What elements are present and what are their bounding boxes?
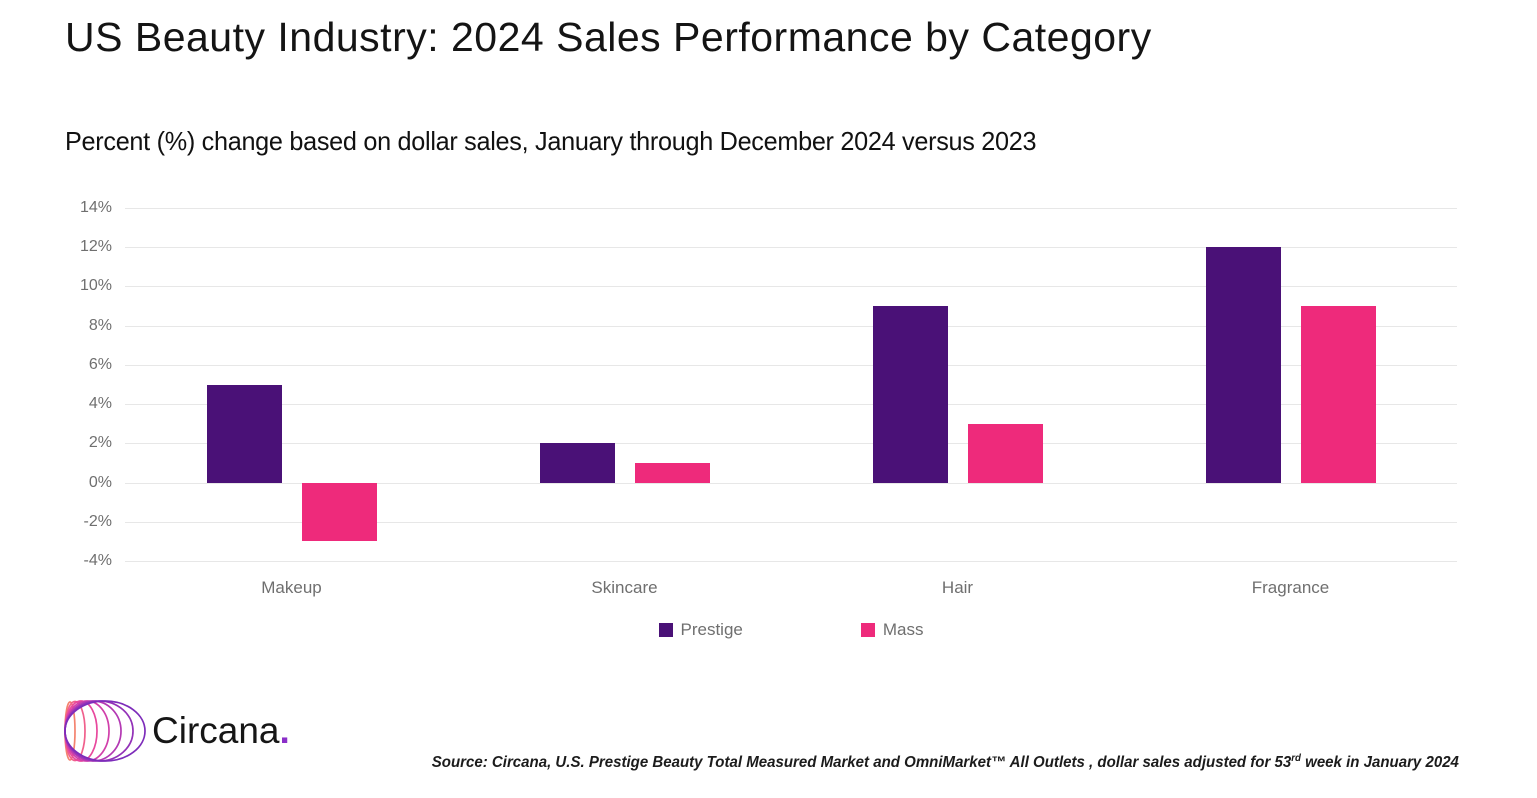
source-superscript: rd bbox=[1291, 753, 1302, 764]
x-category-label: Makeup bbox=[261, 578, 322, 597]
gridline bbox=[125, 247, 1457, 249]
page-title: US Beauty Industry: 2024 Sales Performan… bbox=[65, 14, 1152, 60]
x-category-label: Fragrance bbox=[1251, 578, 1330, 597]
gridline bbox=[125, 364, 1457, 366]
x-category-label: Hair bbox=[941, 578, 974, 597]
legend-item-prestige: Prestige bbox=[658, 620, 743, 640]
x-category-label: Skincare bbox=[591, 578, 658, 597]
legend-swatch-icon bbox=[860, 623, 875, 637]
gridline bbox=[125, 482, 1457, 484]
gridline bbox=[125, 404, 1457, 406]
gridline bbox=[125, 443, 1457, 445]
bar-prestige-fragrance bbox=[1205, 247, 1281, 483]
y-tick-label: 2% bbox=[88, 434, 112, 452]
bar-prestige-skincare bbox=[539, 443, 615, 483]
source-text: Source: Circana, U.S. Prestige Beauty To… bbox=[431, 754, 1292, 772]
legend-label: Prestige bbox=[680, 620, 743, 639]
chart-subtitle: Percent (%) change based on dollar sales… bbox=[65, 126, 1037, 156]
legend-label: Mass bbox=[882, 620, 924, 639]
circana-logo-dot: . bbox=[279, 710, 290, 751]
bar-mass-hair bbox=[967, 423, 1043, 483]
y-tick-label: 10% bbox=[79, 277, 112, 295]
y-tick-label: 0% bbox=[88, 473, 112, 491]
source-note: Source: Circana, U.S. Prestige Beauty To… bbox=[432, 753, 1459, 772]
bar-prestige-makeup bbox=[206, 384, 282, 483]
y-tick-label: 8% bbox=[88, 316, 112, 334]
x-axis-labels: Makeup Skincare Hair Fragrance bbox=[125, 578, 1457, 602]
gridline bbox=[125, 325, 1457, 327]
chart-legend: Prestige Mass bbox=[125, 620, 1457, 640]
gridline bbox=[125, 208, 1457, 209]
y-tick-label: 14% bbox=[79, 199, 112, 216]
y-tick-label: 12% bbox=[79, 238, 112, 256]
gridline bbox=[125, 286, 1457, 288]
plot-area bbox=[125, 208, 1457, 562]
y-axis-labels: 14% 12% 10% 8% 6% 4% 2% 0% -2% -4% bbox=[0, 199, 112, 569]
circana-logo-text: Circana. bbox=[152, 710, 290, 751]
y-tick-label: -4% bbox=[83, 552, 112, 569]
source-text-end: week in January 2024 bbox=[1301, 754, 1459, 772]
circana-logo: Circana. bbox=[62, 698, 290, 764]
gridline bbox=[125, 561, 1457, 562]
y-tick-label: -2% bbox=[83, 512, 112, 530]
legend-item-mass: Mass bbox=[860, 620, 924, 640]
y-tick-label: 4% bbox=[88, 395, 112, 413]
bar-prestige-hair bbox=[872, 306, 948, 483]
circana-globe-icon bbox=[64, 700, 146, 762]
y-tick-label: 6% bbox=[88, 355, 112, 373]
gridline bbox=[125, 521, 1457, 523]
legend-swatch-icon bbox=[658, 623, 673, 637]
bar-mass-skincare bbox=[634, 462, 710, 483]
bar-mass-fragrance bbox=[1300, 306, 1376, 483]
bar-mass-makeup bbox=[301, 482, 377, 542]
